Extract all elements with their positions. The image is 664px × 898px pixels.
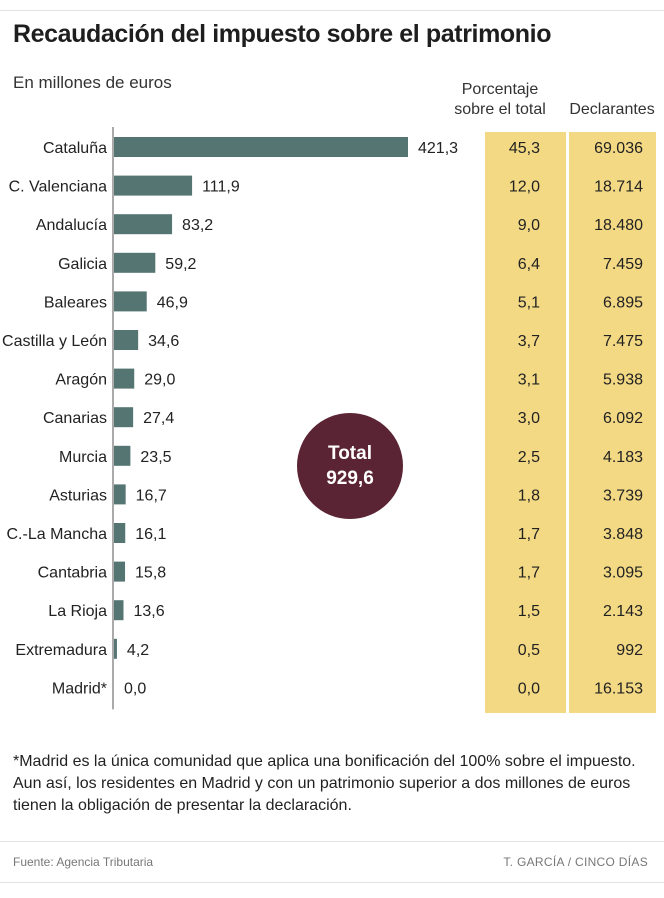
value-label: 16,1 — [135, 526, 166, 543]
category-label: Madrid* — [52, 680, 107, 697]
category-label: Aragón — [55, 372, 107, 389]
declarants-cell: 992 — [616, 642, 643, 659]
percentage-cell: 1,8 — [518, 487, 540, 504]
value-label: 34,6 — [148, 333, 179, 350]
percentage-cell: 3,0 — [518, 410, 540, 427]
declarants-cell: 4.183 — [603, 449, 643, 466]
value-label: 15,8 — [135, 565, 166, 582]
category-label: Andalucía — [36, 217, 107, 234]
declarants-cell: 3.739 — [603, 487, 643, 504]
percentage-cell: 0,0 — [518, 680, 540, 697]
percentage-header-line1: Porcentaje — [461, 81, 539, 98]
total-badge: Total 929,6 — [297, 413, 403, 519]
value-label: 16,7 — [136, 487, 167, 504]
percentage-cell: 5,1 — [518, 294, 540, 311]
percentage-cell: 3,1 — [518, 372, 540, 389]
declarants-cell: 6.092 — [603, 410, 643, 427]
bar — [114, 561, 126, 582]
category-label: Baleares — [44, 294, 107, 311]
bar-chart: Cataluña 421,3 45,3 69.036 C. Valenciana 111,… — [2, 127, 643, 710]
percentage-cell: 0,5 — [518, 642, 540, 659]
percentage-cell: 6,4 — [518, 256, 540, 273]
category-label: Murcia — [59, 449, 107, 466]
bar — [114, 600, 124, 621]
percentage-cell: 3,7 — [518, 333, 540, 350]
bar — [114, 638, 117, 659]
declarants-cell: 5.938 — [603, 372, 643, 389]
bar — [114, 484, 126, 505]
declarants-cell: 7.475 — [603, 333, 643, 350]
percentage-cell: 1,7 — [518, 526, 540, 543]
declarants-cell: 2.143 — [603, 603, 643, 620]
declarants-cell: 7.459 — [603, 256, 643, 273]
percentage-column-header: Porcentaje sobre el total — [440, 80, 560, 120]
category-label: Cataluña — [43, 140, 107, 157]
value-label: 0,0 — [124, 680, 146, 697]
percentage-cell: 9,0 — [518, 217, 540, 234]
value-label: 27,4 — [143, 410, 174, 427]
declarants-cell: 18.480 — [594, 217, 643, 234]
percentage-header-line2: sobre el total — [454, 101, 546, 118]
declarants-cell: 6.895 — [603, 294, 643, 311]
category-label: C.-La Mancha — [7, 526, 108, 543]
declarants-cell: 3.095 — [603, 565, 643, 582]
category-label: Extremadura — [15, 642, 107, 659]
bar — [114, 445, 131, 466]
value-label: 83,2 — [182, 217, 213, 234]
category-label: Canarias — [43, 410, 107, 427]
bar — [114, 214, 173, 235]
bar — [114, 291, 147, 312]
chart-subtitle: En millones de euros — [13, 73, 172, 92]
bar — [114, 175, 193, 196]
total-label: Total — [328, 443, 372, 464]
declarants-column-header: Declarantes — [569, 101, 655, 118]
credit-text: T. GARCÍA / CINCO DÍAS — [503, 855, 648, 869]
percentage-column-panel — [485, 132, 566, 713]
declarants-column-panel — [569, 132, 656, 713]
percentage-cell: 12,0 — [509, 179, 540, 196]
category-label: Cantabria — [38, 565, 107, 582]
declarants-cell: 3.848 — [603, 526, 643, 543]
value-label: 421,3 — [418, 140, 458, 157]
value-label: 59,2 — [165, 256, 196, 273]
value-label: 111,9 — [202, 179, 240, 196]
percentage-cell: 1,5 — [518, 603, 540, 620]
category-label: C. Valenciana — [9, 179, 108, 196]
bottom-divider — [0, 882, 664, 883]
bar — [114, 368, 135, 389]
declarants-cell: 18.714 — [594, 179, 643, 196]
source-text: Fuente: Agencia Tributaria — [13, 855, 154, 869]
category-label: Castilla y León — [2, 333, 107, 350]
declarants-cell: 16.153 — [594, 680, 643, 697]
percentage-cell: 45,3 — [509, 140, 540, 157]
value-label: 13,6 — [133, 603, 164, 620]
bar — [114, 252, 156, 273]
declarants-cell: 69.036 — [594, 140, 643, 157]
bar — [114, 407, 134, 428]
chart-title: Recaudación del impuesto sobre el patrim… — [13, 20, 552, 48]
category-label: La Rioja — [48, 603, 107, 620]
value-label: 29,0 — [144, 372, 175, 389]
total-value: 929,6 — [326, 468, 374, 489]
value-label: 23,5 — [140, 449, 171, 466]
value-label: 46,9 — [157, 294, 188, 311]
category-label: Asturias — [49, 487, 107, 504]
top-divider — [0, 10, 664, 11]
percentage-cell: 2,5 — [518, 449, 540, 466]
bar — [114, 137, 408, 157]
bar — [114, 330, 139, 350]
percentage-cell: 1,7 — [518, 565, 540, 582]
category-label: Galicia — [58, 256, 107, 273]
footnote: *Madrid es la única comunidad que aplica… — [13, 753, 636, 814]
value-label: 4,2 — [127, 642, 149, 659]
footer-divider — [0, 841, 664, 842]
bar — [114, 523, 126, 543]
